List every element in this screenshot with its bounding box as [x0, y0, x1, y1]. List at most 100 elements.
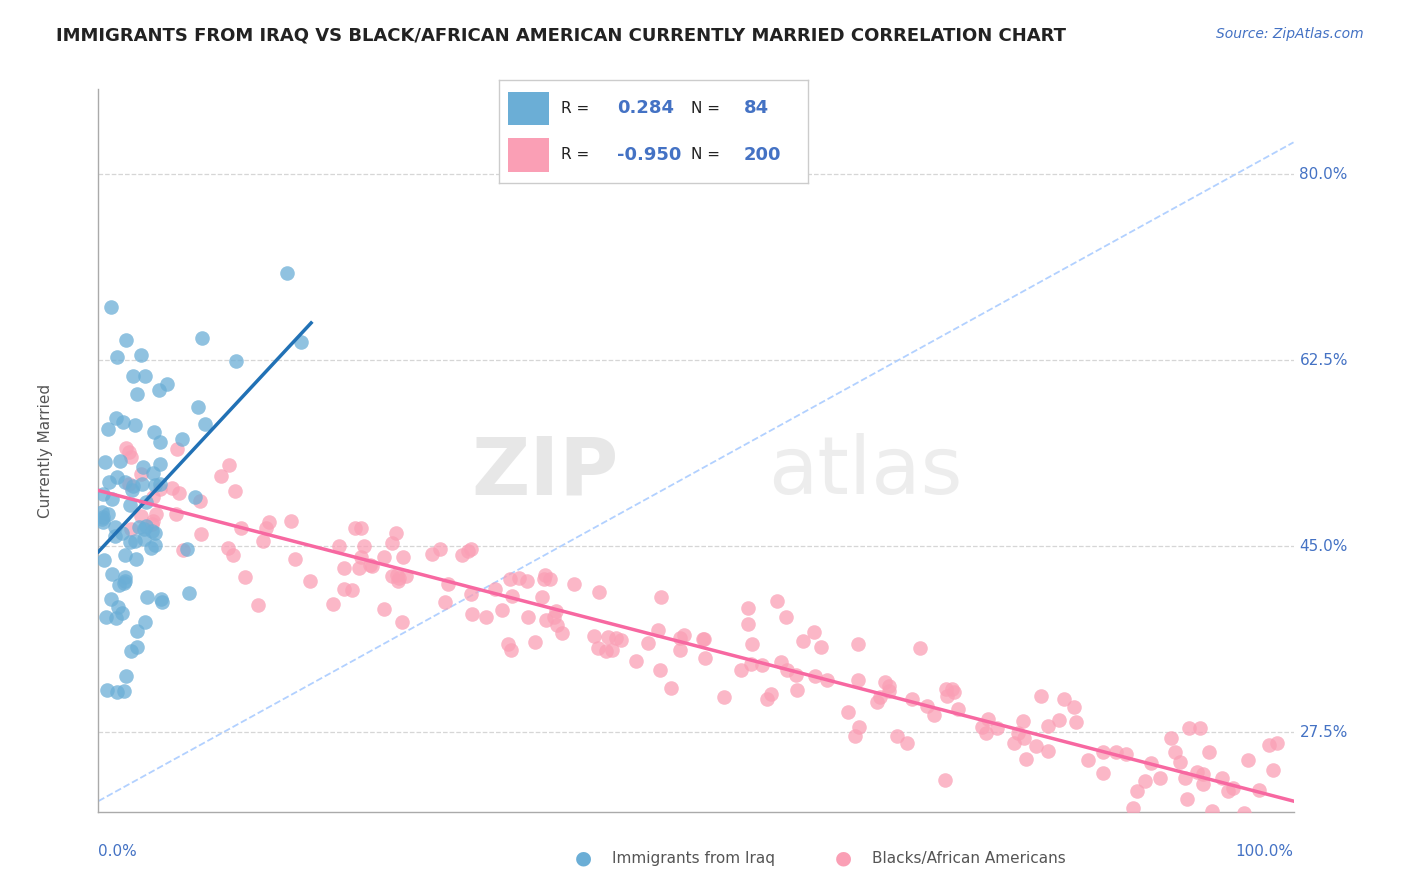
- Point: [972, 720, 994, 734]
- Point: [730, 663, 752, 677]
- Point: [1115, 747, 1137, 761]
- Point: [637, 636, 659, 650]
- Point: [167, 486, 190, 500]
- Point: [1077, 753, 1099, 767]
- Point: [91, 512, 114, 526]
- Point: [977, 712, 1000, 726]
- Point: [910, 640, 932, 655]
- Point: [669, 643, 692, 657]
- Point: [359, 558, 381, 573]
- Point: [373, 602, 395, 616]
- Point: [225, 354, 247, 368]
- Point: [132, 522, 155, 536]
- Point: [844, 729, 866, 743]
- Point: [934, 772, 956, 787]
- Point: [1201, 804, 1223, 818]
- Point: [145, 526, 167, 541]
- Point: [392, 549, 415, 564]
- Point: [385, 568, 408, 582]
- Point: [1123, 822, 1146, 837]
- Point: [915, 698, 938, 713]
- Point: [209, 469, 232, 483]
- Point: [550, 625, 572, 640]
- Point: [141, 541, 163, 556]
- Point: [737, 601, 759, 615]
- Point: [648, 663, 671, 677]
- Point: [218, 458, 240, 472]
- Point: [692, 632, 714, 646]
- Point: [332, 582, 354, 597]
- Point: [803, 624, 825, 639]
- Point: [1164, 746, 1187, 760]
- Point: [142, 466, 165, 480]
- Point: [177, 586, 200, 600]
- Point: [156, 376, 179, 391]
- Point: [1174, 771, 1197, 785]
- Point: [1237, 753, 1260, 767]
- Point: [1105, 745, 1128, 759]
- Point: [231, 521, 253, 535]
- Point: [751, 658, 773, 673]
- Point: [1257, 826, 1279, 840]
- Point: [1198, 745, 1220, 759]
- Point: [131, 508, 153, 523]
- Point: [810, 640, 832, 654]
- Point: [765, 594, 787, 608]
- Point: [484, 582, 506, 596]
- Point: [647, 624, 669, 638]
- Point: [91, 510, 114, 524]
- Point: [437, 577, 460, 591]
- Point: [254, 521, 277, 535]
- Point: [183, 491, 205, 505]
- Text: -0.950: -0.950: [617, 145, 681, 163]
- Point: [1265, 736, 1288, 750]
- Point: [1178, 721, 1201, 735]
- Point: [1126, 784, 1149, 798]
- Point: [986, 722, 1008, 736]
- Point: [1223, 816, 1246, 830]
- Point: [562, 577, 585, 591]
- Point: [233, 570, 256, 584]
- Point: [693, 651, 716, 665]
- Point: [846, 637, 869, 651]
- Point: [761, 687, 783, 701]
- Point: [100, 300, 122, 314]
- Point: [342, 583, 364, 598]
- Point: [586, 640, 609, 655]
- Point: [381, 569, 404, 583]
- Point: [129, 348, 152, 362]
- Point: [886, 729, 908, 743]
- Text: 62.5%: 62.5%: [1299, 352, 1348, 368]
- Point: [135, 518, 157, 533]
- Point: [896, 736, 918, 750]
- Point: [105, 411, 128, 425]
- Point: [143, 537, 166, 551]
- Point: [1222, 781, 1244, 796]
- Point: [259, 515, 281, 529]
- Point: [668, 632, 690, 646]
- Point: [97, 422, 120, 436]
- Point: [149, 482, 172, 496]
- Point: [391, 615, 413, 629]
- Point: [1160, 731, 1182, 746]
- Point: [107, 578, 129, 592]
- Point: [429, 541, 451, 556]
- Text: Source: ZipAtlas.com: Source: ZipAtlas.com: [1216, 27, 1364, 41]
- Point: [1189, 721, 1212, 735]
- Text: R =: R =: [561, 147, 595, 162]
- Point: [1025, 739, 1047, 754]
- Point: [457, 544, 479, 558]
- Point: [112, 684, 135, 698]
- Point: [166, 442, 188, 457]
- Point: [247, 598, 270, 612]
- Point: [135, 495, 157, 509]
- Point: [1216, 783, 1239, 797]
- Point: [785, 667, 807, 681]
- Point: [1038, 719, 1060, 733]
- Point: [1122, 801, 1144, 815]
- Point: [252, 533, 274, 548]
- Point: [131, 476, 153, 491]
- Point: [1052, 692, 1074, 706]
- Point: [118, 444, 141, 458]
- Point: [134, 615, 156, 629]
